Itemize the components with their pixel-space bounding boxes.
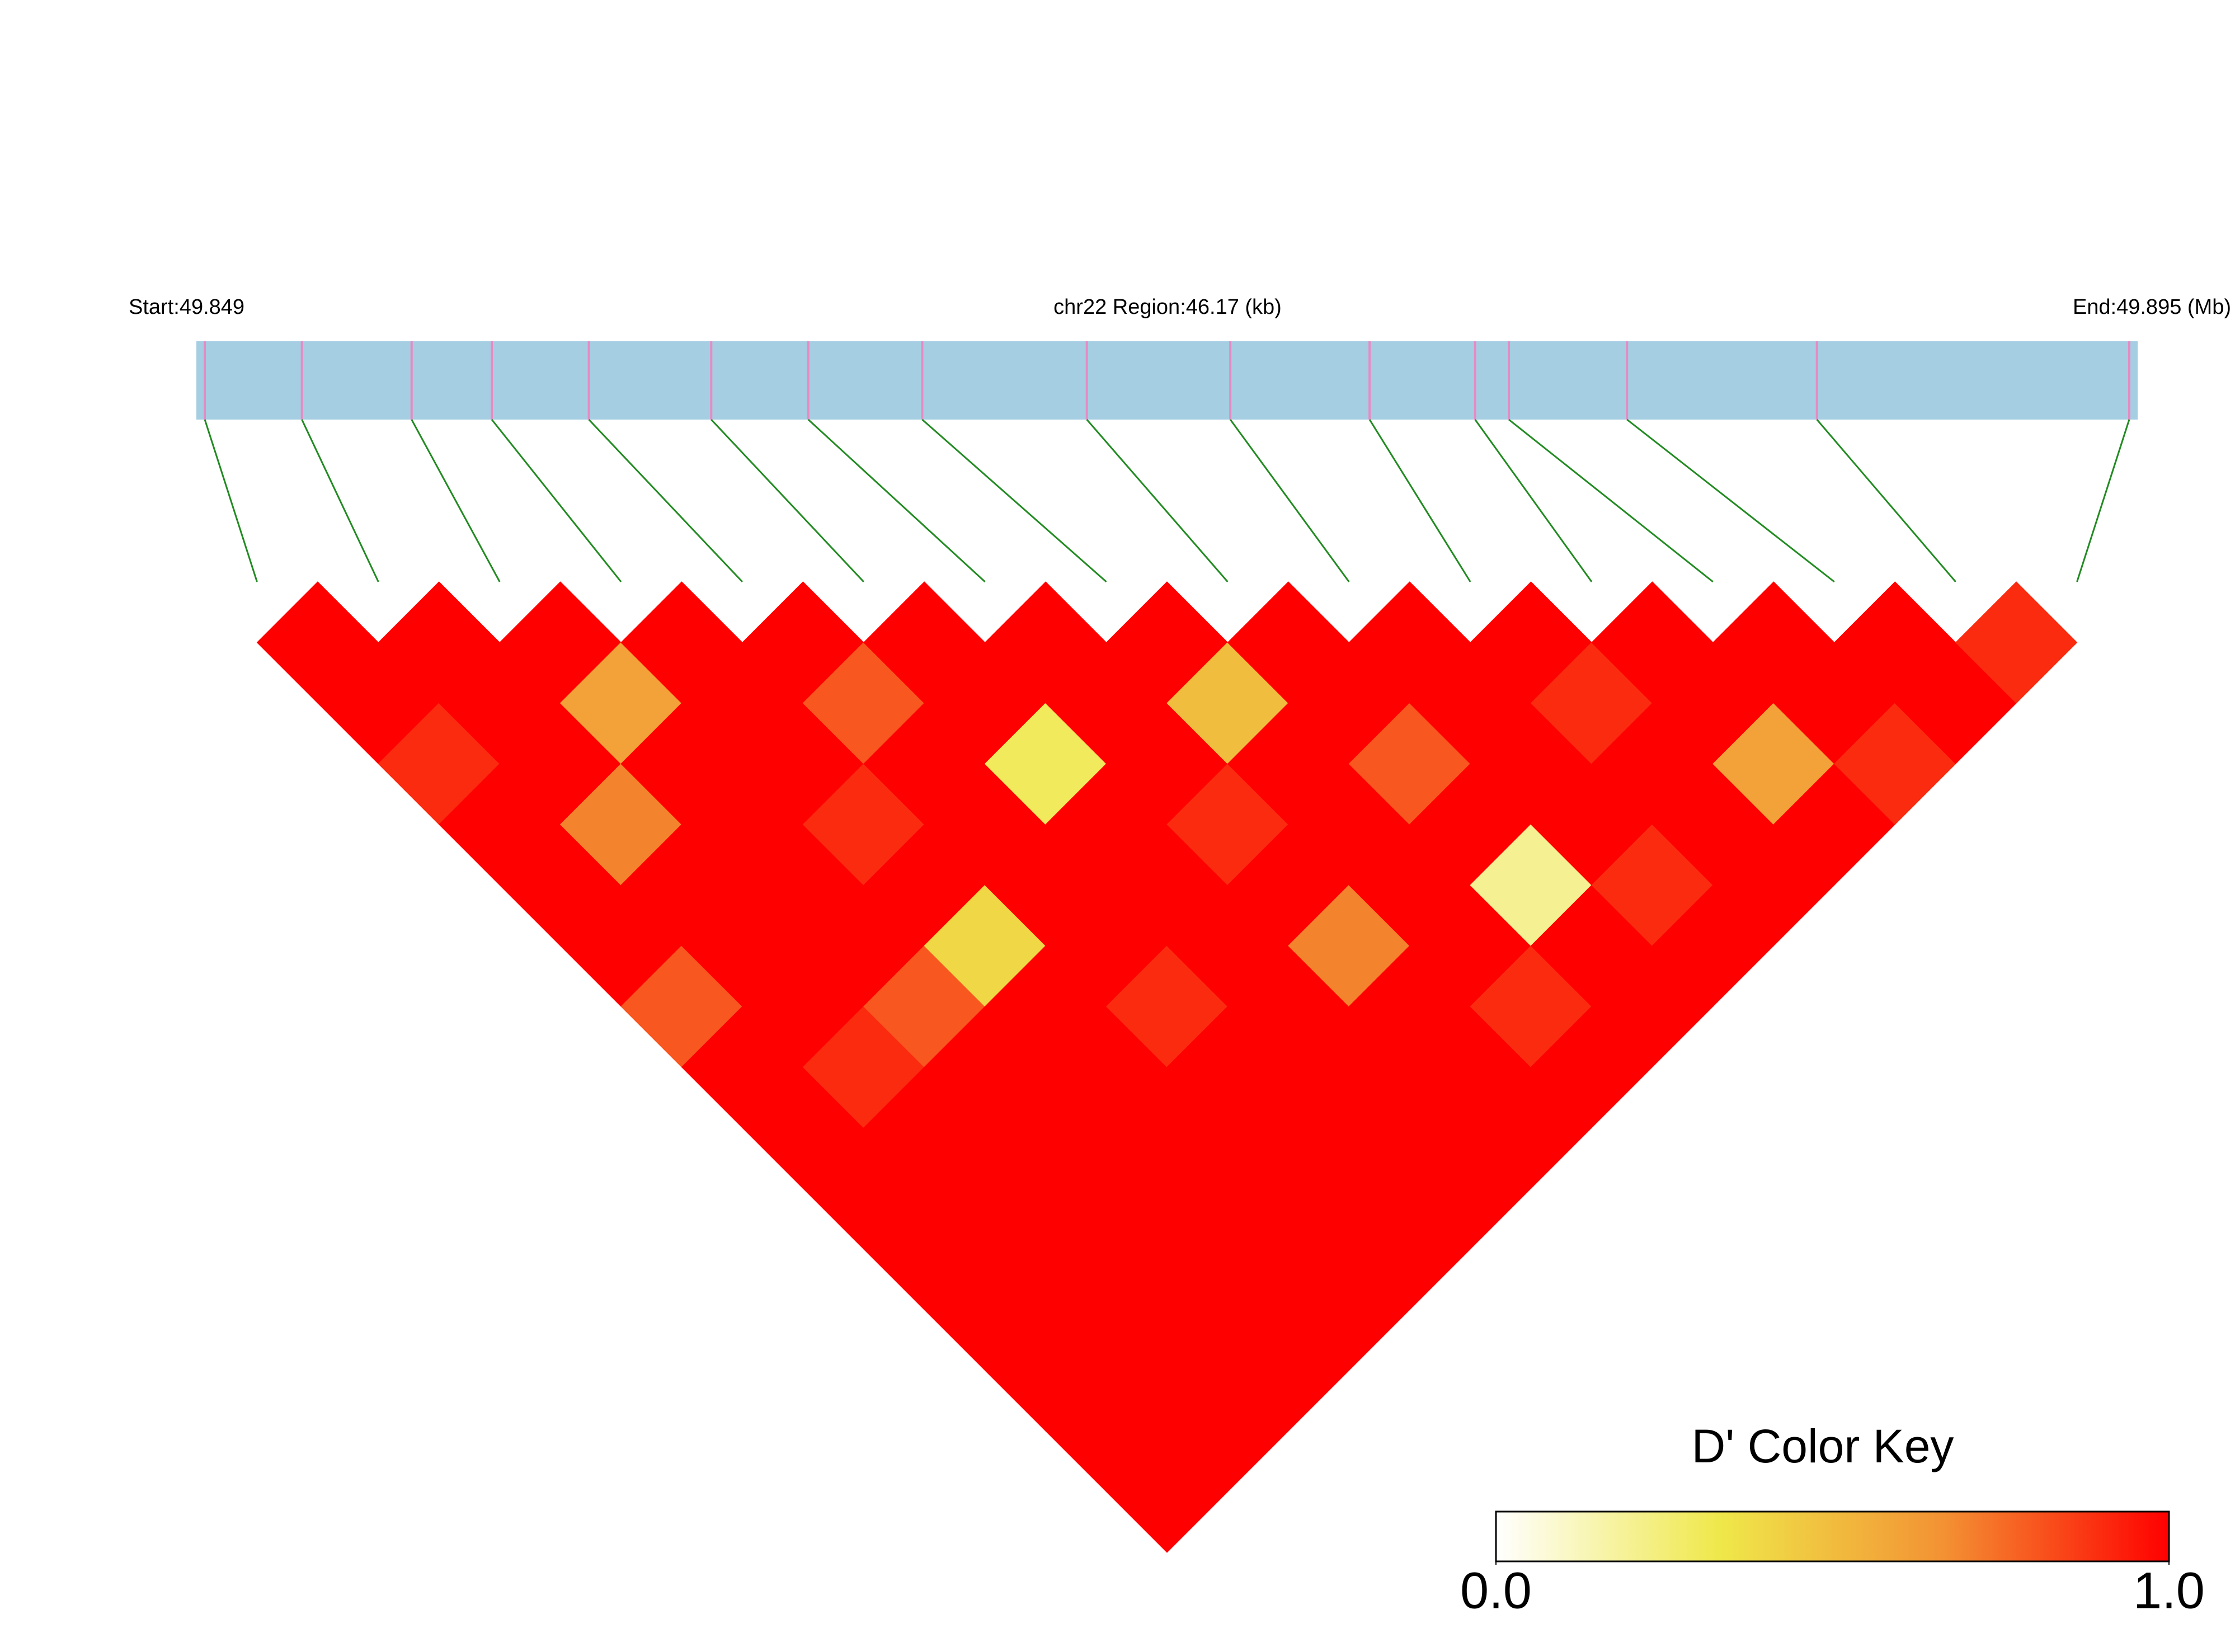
snp-link [1816,419,1956,582]
snp-link [1368,419,1471,582]
snp-link [204,419,258,582]
snp-link [491,419,622,582]
snp-link [1086,419,1229,582]
snp-link [1474,419,1593,582]
start-label: Start:49.849 [129,295,244,319]
snp-link [588,418,744,583]
snp-link [411,419,501,582]
snp-link [807,418,986,583]
snp-link [2076,419,2130,582]
color-key [1495,1510,2170,1562]
snp-link [1229,419,1350,582]
snp-bar [196,341,2138,420]
ld-cell [1955,581,2078,704]
snp-link [1626,418,1835,583]
snp-link [301,419,379,582]
snp-link [1508,418,1714,583]
snp-link [921,418,1107,583]
key-title: D' Color Key [1692,1420,1954,1472]
key-tick-label: 1.0 [2133,1562,2205,1619]
snp-link [711,418,864,583]
end-label: End:49.895 (Mb) [2073,295,2231,319]
key-tick-label: 0.0 [1460,1562,1532,1619]
chart-title: chr22 Region:46.17 (kb) [1053,295,1282,319]
